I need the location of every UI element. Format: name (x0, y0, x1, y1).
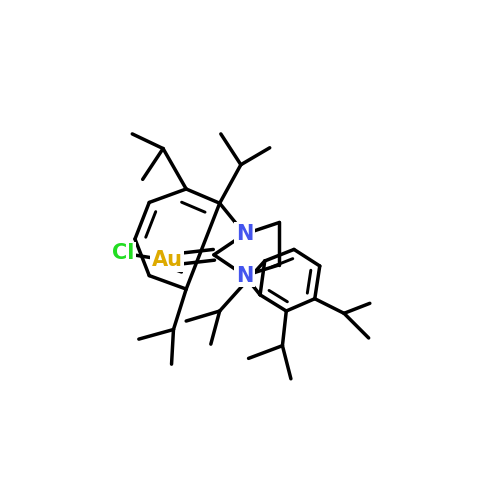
Text: Au: Au (152, 250, 182, 270)
Text: N: N (236, 224, 254, 244)
Text: N: N (236, 266, 254, 285)
Text: Cl: Cl (112, 244, 134, 264)
